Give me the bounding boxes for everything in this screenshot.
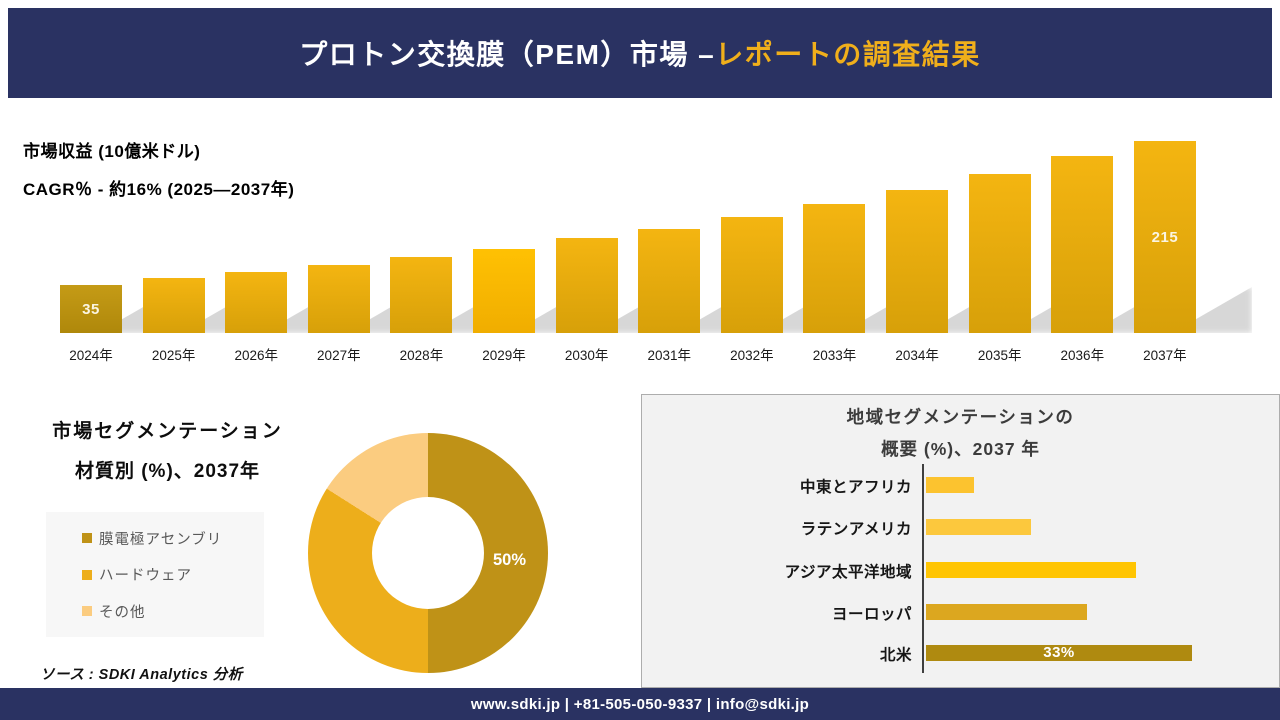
year-tick-label: 2033年 — [812, 348, 857, 363]
page-title-accent: レポートの調査結果 — [715, 39, 981, 70]
year-tick-label: 2024年 — [69, 348, 113, 363]
year-tick-label: 2028年 — [399, 348, 444, 363]
region-section-title: 地域セグメンテーションの 概要 (%)、2037 年 — [642, 404, 1279, 461]
region-label-3: ヨーロッパ — [831, 606, 912, 623]
revenue-bar-column-2026年 — [225, 141, 344, 333]
region-label-1: ラテンアメリカ — [800, 521, 912, 538]
year-tick-label: 2026年 — [234, 348, 278, 363]
revenue-bar: 215 — [1133, 141, 1196, 333]
revenue-bar — [555, 238, 618, 333]
revenue-metric-label: 市場収益 (10億米ドル) — [23, 142, 201, 161]
region-panel: 地域セグメンテーションの 概要 (%)、2037 年 中東とアフリカ ラテンアメリ… — [641, 394, 1280, 688]
revenue-bar — [142, 278, 205, 333]
header-banner: プロトン交換膜（PEM）市場 –レポートの調査結果 — [8, 8, 1272, 98]
revenue-bar: 35 — [60, 285, 122, 333]
revenue-bar — [307, 265, 370, 333]
revenue-bar — [803, 204, 866, 333]
donut-value-label: 50% — [493, 551, 527, 569]
revenue-bar-column-2033年 — [803, 141, 922, 333]
revenue-bar — [968, 174, 1031, 333]
material-title-line1: 市場セグメンテーション — [52, 421, 283, 442]
revenue-bar-column-2037年: 215 — [1133, 141, 1252, 333]
year-tick-label: 2032年 — [730, 348, 774, 363]
revenue-cagr-label: CAGR％ - 約16% (2025―2037年) — [23, 180, 295, 199]
region-bar-0 — [926, 477, 974, 493]
revenue-bar — [225, 272, 288, 333]
bar-value-label: 215 — [1151, 228, 1179, 246]
legend-swatch — [82, 569, 92, 580]
legend-label: ハードウェア — [99, 568, 192, 584]
footer-banner: www.sdki.jp | +81-505-050-9337 | info@sd… — [0, 688, 1280, 720]
legend-item-1: ハードウェア — [82, 564, 264, 585]
year-tick-label: 2037年 — [1143, 348, 1187, 363]
source-note: ソース : SDKI Analytics 分析 — [40, 667, 243, 683]
year-tick-label: 2030年 — [564, 348, 609, 363]
region-title-line1: 地域セグメンテーションの — [846, 407, 1075, 427]
revenue-bar-column-2024年: 35 — [60, 141, 178, 333]
year-tick-label: 2034年 — [895, 348, 939, 363]
material-section-title: 市場セグメンテーション 材質別 (%)、2037年 — [25, 416, 310, 483]
legend-swatch — [82, 533, 92, 543]
footer-contact-text: www.sdki.jp | +81-505-050-9337 | info@sd… — [470, 695, 810, 713]
legend-item-0: 膜電極アセンブリ — [82, 528, 264, 549]
region-axis-line — [922, 464, 924, 673]
region-bar-2 — [926, 561, 1136, 578]
revenue-bar — [638, 229, 701, 333]
region-bar-value-label: 33% — [1043, 644, 1075, 661]
region-label-4: 北米 — [879, 646, 912, 664]
region-bar-1 — [926, 519, 1031, 535]
legend-label: 膜電極アセンブリ — [99, 531, 223, 548]
region-label-0: 中東とアフリカ — [799, 479, 912, 496]
year-tick-label: 2027年 — [317, 348, 361, 363]
revenue-bar — [886, 190, 949, 333]
material-title-line2: 材質別 (%)、2037年 — [74, 461, 261, 482]
revenue-bar-column-2028年 — [390, 141, 509, 333]
year-tick-label: 2035年 — [977, 348, 1022, 363]
region-bar-3 — [926, 604, 1087, 620]
material-legend: 膜電極アセンブリ ハードウェア その他 — [46, 512, 264, 637]
year-tick-label: 2029年 — [482, 348, 526, 363]
revenue-year-axis: 2024年 2025年 2026年 2027年 2028年 2029年 2030年 2031年… — [60, 344, 1196, 364]
year-tick-label: 2025年 — [151, 348, 196, 363]
revenue-bar-column-2029年 — [473, 141, 592, 333]
year-tick-label: 2031年 — [647, 348, 692, 363]
legend-label: その他 — [99, 604, 146, 621]
legend-item-2: その他 — [82, 601, 264, 622]
legend-swatch — [82, 606, 92, 616]
revenue-bar — [390, 257, 453, 333]
revenue-bar-column-2032年 — [720, 141, 839, 333]
revenue-bar — [720, 217, 783, 333]
page-title: プロトン交換膜（PEM）市場 –レポートの調査結果 — [299, 33, 981, 73]
revenue-bar-column-2030年 — [555, 141, 674, 333]
region-bar-4: 33% — [926, 644, 1192, 661]
revenue-bar-column-2034年 — [886, 141, 1005, 333]
region-title-line2: 概要 (%)、2037 年 — [881, 439, 1040, 459]
region-label-2: アジア太平洋地域 — [784, 563, 912, 581]
material-donut-chart — [308, 433, 548, 673]
revenue-bar-column-2035年 — [968, 141, 1087, 333]
revenue-bar-column-2036年 — [1051, 141, 1170, 333]
revenue-bar-column-2027年 — [307, 141, 426, 333]
revenue-bar-column-2031年 — [638, 141, 757, 333]
revenue-bar — [1051, 156, 1114, 333]
year-tick-label: 2036年 — [1060, 348, 1105, 363]
revenue-bar — [473, 249, 536, 333]
revenue-bar-column-2025年 — [142, 141, 261, 333]
page-title-main: プロトン交換膜（PEM）市場 – — [299, 39, 716, 70]
revenue-bar-chart: 35 215 — [60, 141, 1252, 333]
bar-value-label: 35 — [82, 300, 100, 318]
